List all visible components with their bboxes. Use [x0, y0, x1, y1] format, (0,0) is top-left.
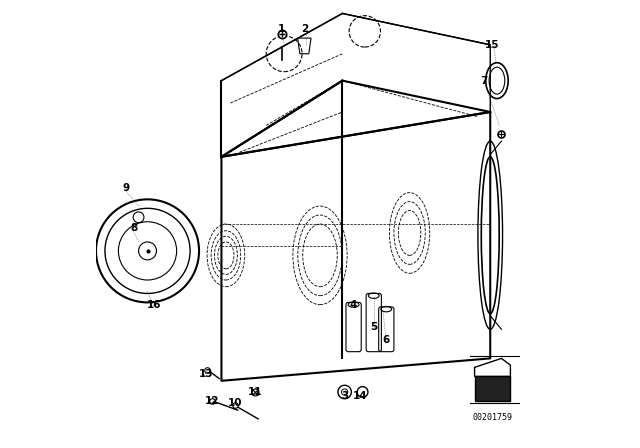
- Text: 6: 6: [383, 336, 390, 345]
- Text: 14: 14: [353, 392, 367, 401]
- Text: 4: 4: [350, 300, 357, 310]
- Text: 15: 15: [485, 40, 500, 50]
- Polygon shape: [475, 358, 511, 376]
- Text: 13: 13: [198, 369, 213, 379]
- Bar: [475, 376, 511, 401]
- Text: 00201759: 00201759: [472, 413, 513, 422]
- Text: 5: 5: [370, 322, 378, 332]
- Text: 2: 2: [301, 24, 308, 34]
- Text: 11: 11: [248, 387, 262, 397]
- Text: 16: 16: [147, 300, 161, 310]
- Text: 7: 7: [480, 76, 487, 86]
- Text: 1: 1: [278, 24, 285, 34]
- Text: 8: 8: [131, 224, 138, 233]
- Text: 10: 10: [228, 398, 242, 408]
- Text: 9: 9: [123, 183, 130, 193]
- Text: 3: 3: [341, 392, 348, 401]
- Text: 12: 12: [205, 396, 220, 406]
